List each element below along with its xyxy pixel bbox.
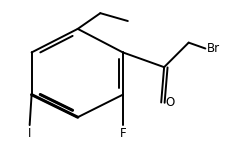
Text: Br: Br <box>207 42 220 55</box>
Text: O: O <box>165 96 174 109</box>
Text: F: F <box>120 127 126 140</box>
Text: I: I <box>28 127 31 140</box>
